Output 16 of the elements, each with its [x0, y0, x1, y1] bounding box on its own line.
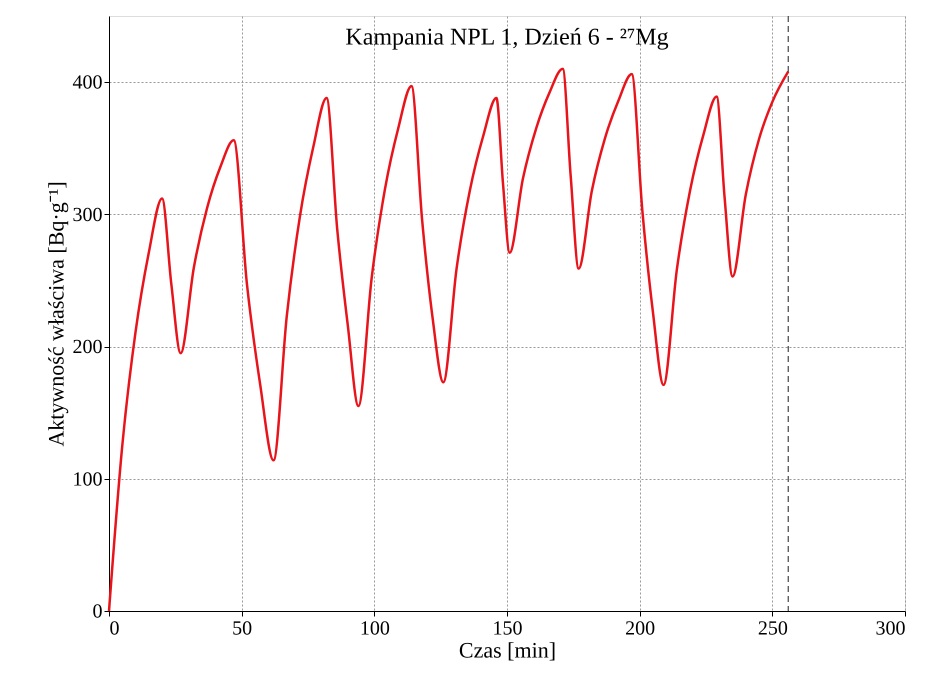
chart-title: Kampania NPL 1, Dzień 6 - ²⁷Mg — [345, 24, 669, 50]
line-series — [108, 68, 790, 612]
x-tick-label: 150 — [492, 618, 522, 640]
y-tick-label: 100 — [72, 468, 102, 490]
x-tick-label: 200 — [625, 618, 656, 640]
y-tick-label: 0 — [92, 600, 102, 622]
x-axis-title: Czas [min] — [458, 638, 556, 662]
y-axis-title: Aktywność właściwa [Bq·g⁻¹] — [44, 181, 68, 447]
x-tick-label: 0 — [110, 618, 120, 640]
y-tick-label: 400 — [72, 72, 102, 94]
x-tick-label: 100 — [360, 618, 390, 640]
y-tick-label: 200 — [72, 336, 102, 358]
x-tick-label: 300 — [876, 618, 906, 640]
x-tick-label: 50 — [232, 618, 252, 640]
y-tick-label: 300 — [72, 204, 102, 226]
x-tick-label: 250 — [758, 618, 788, 640]
